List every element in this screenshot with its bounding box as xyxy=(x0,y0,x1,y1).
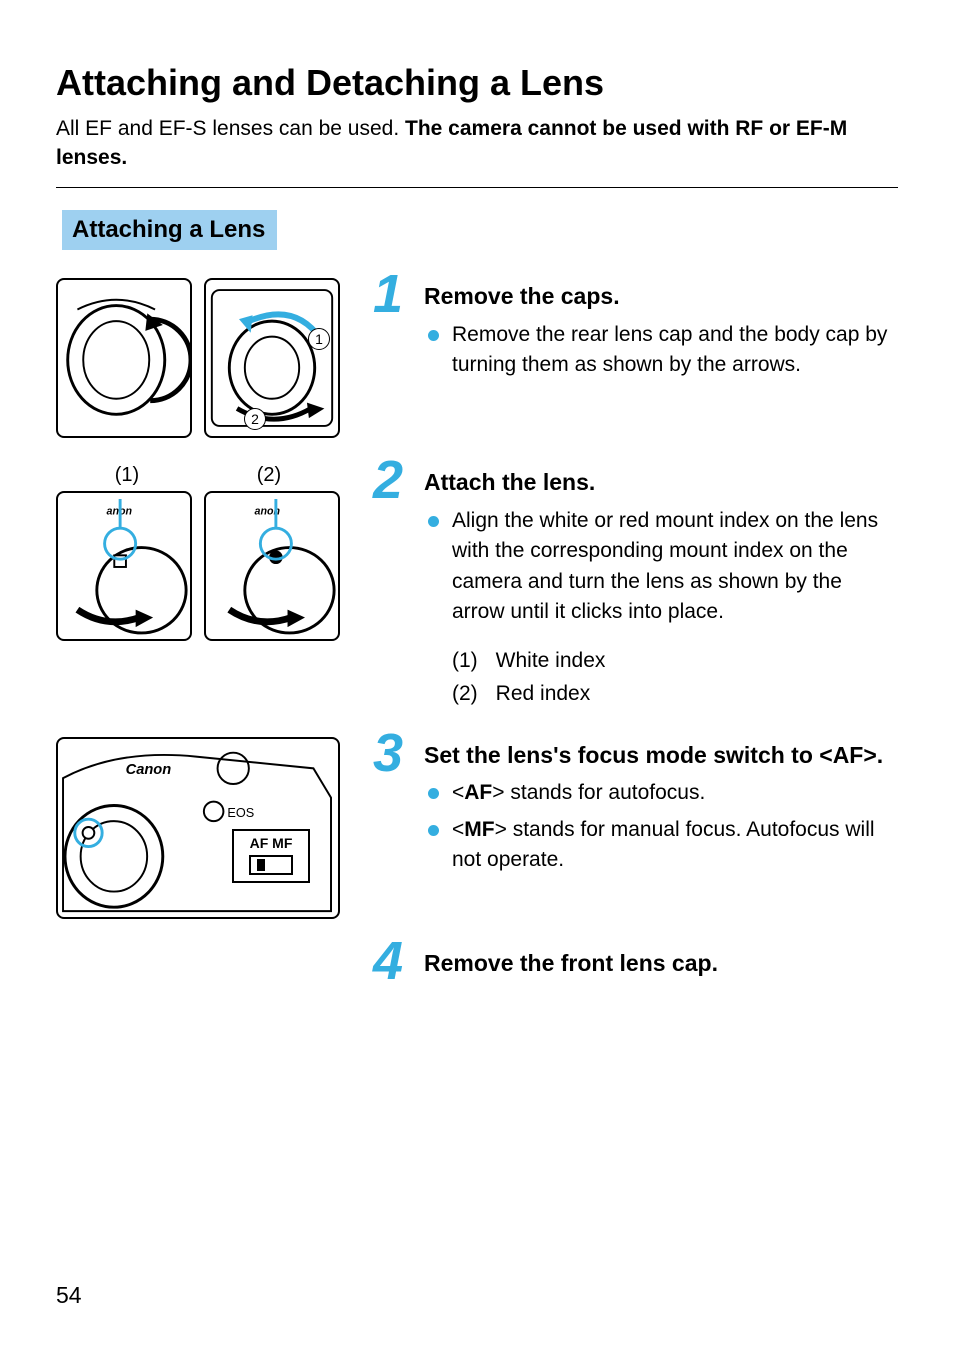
step3-title: Set the lens's focus mode switch to <AF>… xyxy=(424,741,898,771)
step1-illus-body-cap: 1 2 xyxy=(204,278,340,438)
brand-label: Canon xyxy=(126,762,172,778)
step2-illustrations: (1) (2) anon ano xyxy=(56,464,352,641)
intro-plain: All EF and EF-S lenses can be used. xyxy=(56,117,405,140)
afmf-slider-icon xyxy=(249,855,293,875)
intro-text: All EF and EF-S lenses can be used. The … xyxy=(56,114,898,173)
section-heading: Attaching a Lens xyxy=(62,210,277,250)
svg-text:EOS: EOS xyxy=(227,805,254,820)
step-4: 4 Remove the front lens cap. xyxy=(56,945,898,991)
legend2-num: (2) xyxy=(452,678,478,711)
step4-title: Remove the front lens cap. xyxy=(424,949,898,979)
page-number: 54 xyxy=(56,1282,82,1309)
index-labels: (1) (2) xyxy=(56,464,340,487)
legend1-txt: White index xyxy=(496,645,606,678)
legend1-num: (1) xyxy=(452,645,478,678)
step2-illus-white-index: anon xyxy=(56,491,192,641)
steps: 1 2 1 Remove the caps. Remove the rear l… xyxy=(56,278,898,991)
step2-number: 2 xyxy=(366,458,410,504)
step1-illustrations: 1 2 xyxy=(56,278,352,438)
step3-illus-focus-switch: Canon EOS AF MF xyxy=(56,737,340,919)
callout-2: 2 xyxy=(244,408,266,430)
step2-bullet: Align the white or red mount index on th… xyxy=(424,506,898,628)
step-2: (1) (2) anon ano xyxy=(56,464,898,711)
idx-label-2: (2) xyxy=(198,464,340,487)
step1-number: 1 xyxy=(366,272,410,318)
step3-bullet1: <AF> stands for autofocus. xyxy=(424,778,898,808)
step-3: Canon EOS AF MF 3 Set the lens's focus m… xyxy=(56,737,898,919)
step-1: 1 2 1 Remove the caps. Remove the rear l… xyxy=(56,278,898,438)
step1-title: Remove the caps. xyxy=(424,282,898,312)
page-title: Attaching and Detaching a Lens xyxy=(56,62,898,104)
step2-illus-red-index: anon xyxy=(204,491,340,641)
afmf-switch: AF MF xyxy=(232,829,310,883)
step3-bullet2: <MF> stands for manual focus. Autofocus … xyxy=(424,815,898,876)
step4-number: 4 xyxy=(366,939,410,985)
step3-number: 3 xyxy=(366,731,410,777)
step3-illustrations: Canon EOS AF MF xyxy=(56,737,352,919)
idx-label-1: (1) xyxy=(56,464,198,487)
afmf-label: AF MF xyxy=(250,835,293,851)
legend2-txt: Red index xyxy=(496,678,591,711)
step2-title: Attach the lens. xyxy=(424,468,898,498)
step1-illus-lens-cap xyxy=(56,278,192,438)
step1-bullet: Remove the rear lens cap and the body ca… xyxy=(424,320,898,381)
step2-legend: (1) White index (2) Red index xyxy=(424,645,898,710)
callout-1: 1 xyxy=(308,328,330,350)
divider xyxy=(56,187,898,188)
